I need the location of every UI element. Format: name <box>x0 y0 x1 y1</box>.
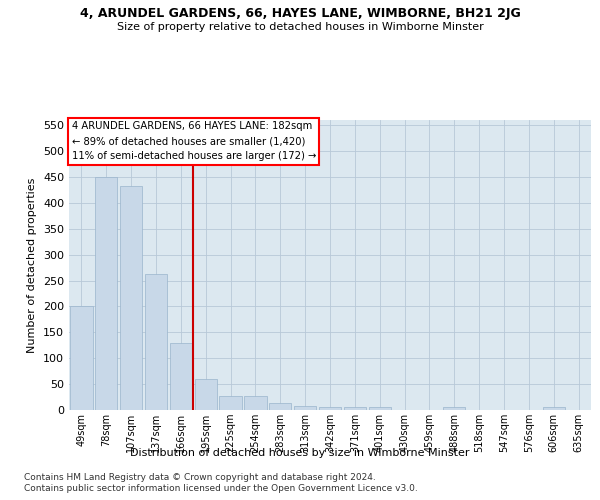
Bar <box>294 406 316 410</box>
Bar <box>170 342 192 410</box>
Text: Contains public sector information licensed under the Open Government Licence v3: Contains public sector information licen… <box>24 484 418 493</box>
Text: Contains HM Land Registry data © Crown copyright and database right 2024.: Contains HM Land Registry data © Crown c… <box>24 472 376 482</box>
Bar <box>542 408 565 410</box>
Text: Distribution of detached houses by size in Wimborne Minster: Distribution of detached houses by size … <box>130 448 470 458</box>
Bar <box>443 408 466 410</box>
Bar <box>319 408 341 410</box>
Text: Size of property relative to detached houses in Wimborne Minster: Size of property relative to detached ho… <box>116 22 484 32</box>
Bar <box>194 379 217 410</box>
Bar <box>145 274 167 410</box>
Bar <box>269 404 292 410</box>
Bar <box>220 396 242 410</box>
Text: 4 ARUNDEL GARDENS, 66 HAYES LANE: 182sqm
← 89% of detached houses are smaller (1: 4 ARUNDEL GARDENS, 66 HAYES LANE: 182sqm… <box>71 122 316 161</box>
Bar <box>368 408 391 410</box>
Bar <box>70 306 92 410</box>
Bar <box>244 396 266 410</box>
Text: 4, ARUNDEL GARDENS, 66, HAYES LANE, WIMBORNE, BH21 2JG: 4, ARUNDEL GARDENS, 66, HAYES LANE, WIMB… <box>80 8 520 20</box>
Bar <box>95 177 118 410</box>
Y-axis label: Number of detached properties: Number of detached properties <box>28 178 37 352</box>
Bar <box>120 186 142 410</box>
Bar <box>344 408 366 410</box>
